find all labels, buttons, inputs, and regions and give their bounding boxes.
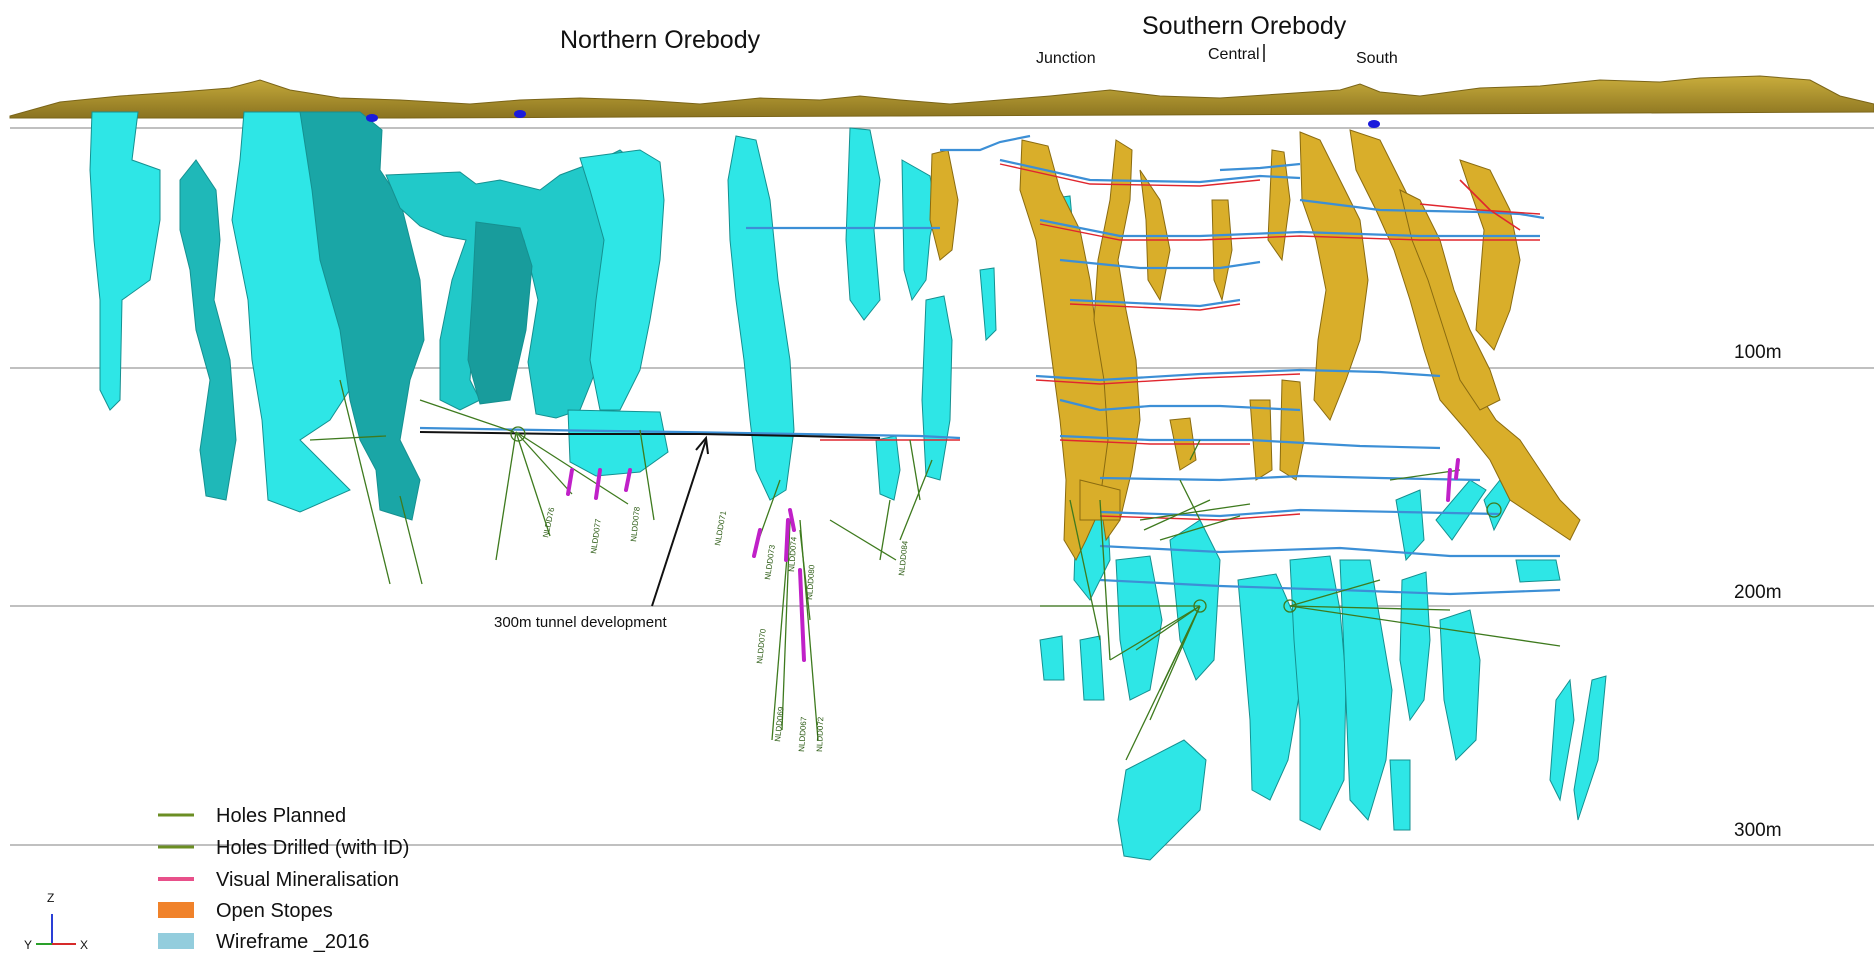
legend-label-holes-planned: Holes Planned (216, 805, 346, 827)
hole-id: NLDD76 (541, 506, 556, 538)
legend-label-holes-drilled: Holes Drilled (with ID) (216, 837, 409, 859)
southern-wireframes (1039, 195, 1607, 861)
axis-label-y: Y (24, 938, 32, 952)
legend-swatch-open-stopes (158, 902, 194, 918)
hole-id: NLDD080 (805, 564, 816, 600)
axis-label-x: X (80, 938, 88, 952)
zone-label-central: Central (1208, 46, 1260, 63)
surface-terrain (9, 75, 1874, 119)
northern-orebody-title: Northern Orebody (560, 26, 761, 54)
hole-id: NLDD072 (815, 716, 825, 752)
hole-id: NLDD077 (589, 518, 603, 555)
zone-label-junction: Junction (1036, 50, 1096, 67)
hole-id: NLDD071 (713, 510, 728, 547)
visual-mineralisation (566, 458, 1460, 662)
development-workings (419, 134, 1561, 596)
tunnel-annotation-arrow (651, 435, 709, 607)
depth-label-300m: 300m (1734, 820, 1782, 841)
drill-holes (309, 379, 1561, 761)
hole-id: NLDD078 (629, 506, 642, 542)
legend-label-mineralisation: Visual Mineralisation (216, 869, 399, 891)
legend-label-wireframe: Wireframe _2016 (216, 931, 369, 953)
legend-label-open-stopes: Open Stopes (216, 900, 333, 922)
northern-wireframes (89, 111, 997, 521)
hole-id: NLDD070 (755, 628, 768, 664)
tunnel-annotation: 300m tunnel development (494, 614, 667, 631)
depth-label-200m: 200m (1734, 582, 1782, 603)
axis-label-z: Z (47, 891, 54, 905)
depth-label-100m: 100m (1734, 342, 1782, 363)
southern-orebody-title: Southern Orebody (1142, 12, 1347, 40)
axis-triad: Z Y X (24, 891, 88, 952)
hole-id: NLDD069 (773, 706, 786, 742)
zone-label-south: South (1356, 50, 1398, 67)
tunnel-development (419, 431, 881, 439)
hole-collars (510, 426, 1502, 613)
hole-id: NLDD084 (897, 540, 910, 576)
surface-collars (366, 110, 1380, 128)
hole-id: NLDD073 (763, 544, 777, 581)
hole-id: NLDD067 (797, 716, 808, 752)
legend-swatch-wireframe (158, 933, 194, 949)
legend: Holes Planned Holes Drilled (with ID) Vi… (158, 805, 409, 953)
hole-id: NLDD074 (787, 536, 798, 572)
